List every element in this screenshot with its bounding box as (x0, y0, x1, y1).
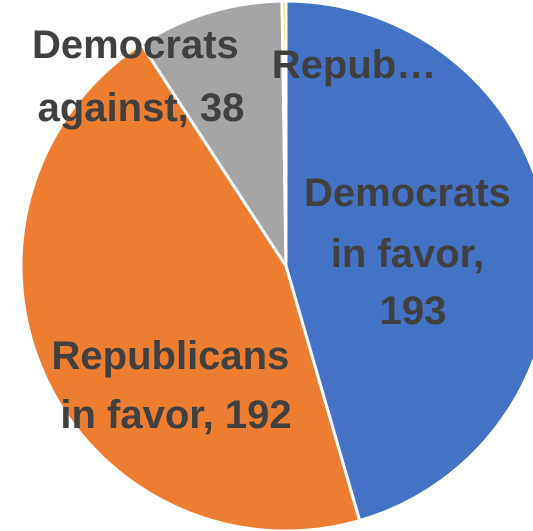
pie-slice-republicans-in-favor (19, 42, 362, 531)
label-republicans-against: Repub… (272, 43, 436, 87)
pie-slice-republicans-against (280, 0, 288, 268)
label-republicans-in-favor: Republicans in favor, 192 (52, 334, 301, 437)
label-democrats-against: Democrats against, 38 (32, 23, 250, 130)
pie-slice-democrats-against (139, 0, 288, 268)
pie-labels: Democrats in favor, 193 Republicans in f… (32, 23, 522, 437)
pie-slice-democrats-in-favor (284, 0, 533, 523)
label-democrats-in-favor: Democrats in favor, 193 (304, 171, 522, 333)
pie-slices (19, 0, 533, 531)
